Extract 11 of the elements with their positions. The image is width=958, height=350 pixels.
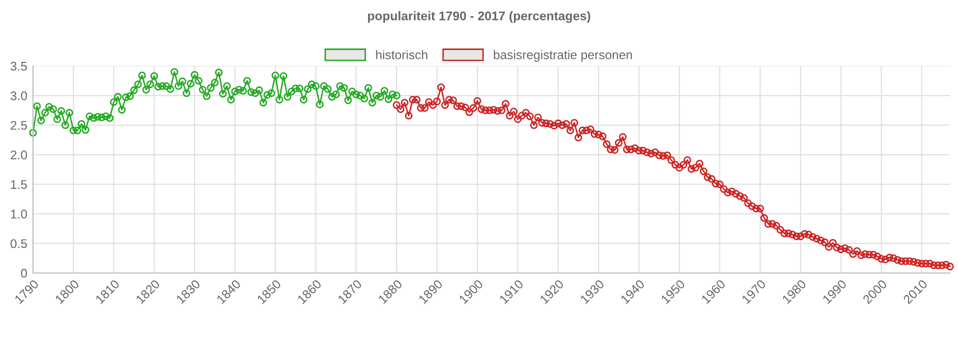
legend-label: basisregistratie personen <box>494 50 632 62</box>
y-tick-label: 0.5 <box>10 239 27 248</box>
y-tick-label: 0 <box>20 268 27 278</box>
y-tick-label: 2.5 <box>10 120 27 130</box>
legend-label: historisch <box>376 50 428 60</box>
chart-title: populariteit 1790 - 2017 (percentages) <box>368 11 590 23</box>
y-tick-label: 3.0 <box>10 91 27 100</box>
y-tick-label: 2.0 <box>10 150 27 160</box>
y-tick-label: 1.0 <box>11 210 27 219</box>
y-tick-label: 3.5 <box>10 62 27 71</box>
y-tick-label: 1.5 <box>11 180 27 189</box>
